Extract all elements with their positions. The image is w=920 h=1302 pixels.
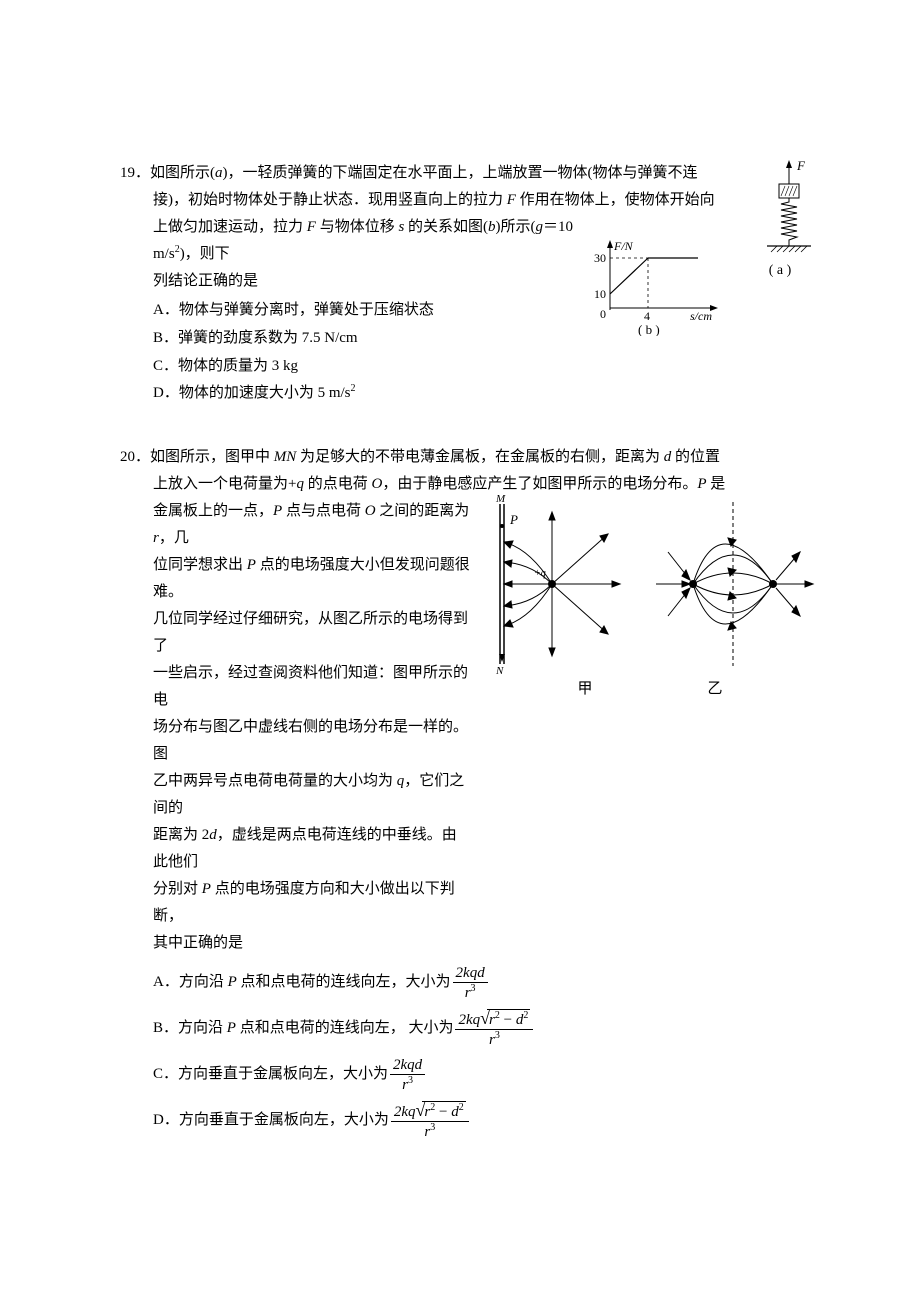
- field-jia-icon: M N P +q: [480, 494, 630, 674]
- svg-text:F/N: F/N: [613, 239, 634, 253]
- q20-options: A．方向沿 P 点和点电荷的连线向左，大小为 2kqd r3 B．方向沿 P 点…: [120, 963, 820, 1141]
- q19-stem-l2: 接)，初始时物体处于静止状态．现用竖直向上的拉力 F 作用在物体上，使物体开始向: [120, 187, 820, 214]
- q20-stem-l1: 20．如图所示，图甲中 MN 为足够大的不带电薄金属板，在金属板的右侧，距离为 …: [120, 444, 820, 471]
- svg-text:0: 0: [600, 307, 606, 321]
- svg-text:30: 30: [594, 251, 606, 265]
- q20-figures: M N P +q: [480, 494, 820, 703]
- svg-text:s/cm: s/cm: [690, 309, 712, 323]
- q19-number: 19．: [120, 165, 150, 181]
- q19-option-d: D．物体的加速度大小为 5 m/s2: [153, 380, 820, 408]
- fraction-2kqd-r3: 2kqd r3: [453, 965, 488, 1001]
- force-label: F: [796, 158, 806, 173]
- question-19: F ( a ) 19．如图所示(a)，一轻质弹簧的下端: [120, 160, 820, 408]
- q19-figure-a: F ( a ): [740, 156, 820, 283]
- field-yi-icon: [648, 494, 818, 674]
- svg-text:P: P: [509, 512, 518, 527]
- q20-option-b: B．方向沿 P 点和点电荷的连线向左， 大小为 2kq√r2 − d2 r3: [153, 1009, 820, 1049]
- fraction-2kq-sqrt-r3: 2kq√r2 − d2 r3: [455, 1009, 533, 1048]
- svg-text:4: 4: [644, 309, 650, 323]
- q19-figure-b: 30 10 0 F/N s/cm 4 ( b ): [580, 238, 730, 346]
- fraction-2kqd-r3-c: 2kqd r3: [390, 1057, 425, 1093]
- q20-option-a: A．方向沿 P 点和点电荷的连线向左，大小为 2kqd r3: [153, 963, 820, 1003]
- question-20: 20．如图所示，图甲中 MN 为足够大的不带电薄金属板，在金属板的右侧，距离为 …: [120, 444, 820, 1141]
- svg-text:N: N: [495, 665, 504, 674]
- svg-text:10: 10: [594, 287, 606, 301]
- fig-yi-caption: 乙: [707, 676, 722, 703]
- q20-stem-l2: 上放入一个电荷量为+q 的点电荷 O，由于静电感应产生了如图甲所示的电场分布。P…: [120, 471, 820, 498]
- fig-a-caption: ( a ): [769, 258, 792, 283]
- fraction-2kq-sqrt-r3-d: 2kq√r2 − d2 r3: [391, 1101, 469, 1140]
- q20-number: 20．: [120, 449, 150, 465]
- fig-jia-caption: 甲: [577, 676, 592, 703]
- q19-stem: 19．如图所示(a)，一轻质弹簧的下端固定在水平面上，上端放置一物体(物体与弹簧…: [120, 160, 820, 187]
- q19-option-c: C．物体的质量为 3 kg: [153, 353, 820, 381]
- q20-option-d: D．方向垂直于金属板向左，大小为 2kq√r2 − d2 r3: [153, 1101, 820, 1141]
- graph-b-icon: 30 10 0 F/N s/cm 4 ( b ): [580, 238, 730, 336]
- q20-option-c: C．方向垂直于金属板向左，大小为 2kqd r3: [153, 1055, 820, 1095]
- q19-figures-right: F ( a ): [740, 156, 820, 283]
- svg-text:( b ): ( b ): [638, 322, 660, 336]
